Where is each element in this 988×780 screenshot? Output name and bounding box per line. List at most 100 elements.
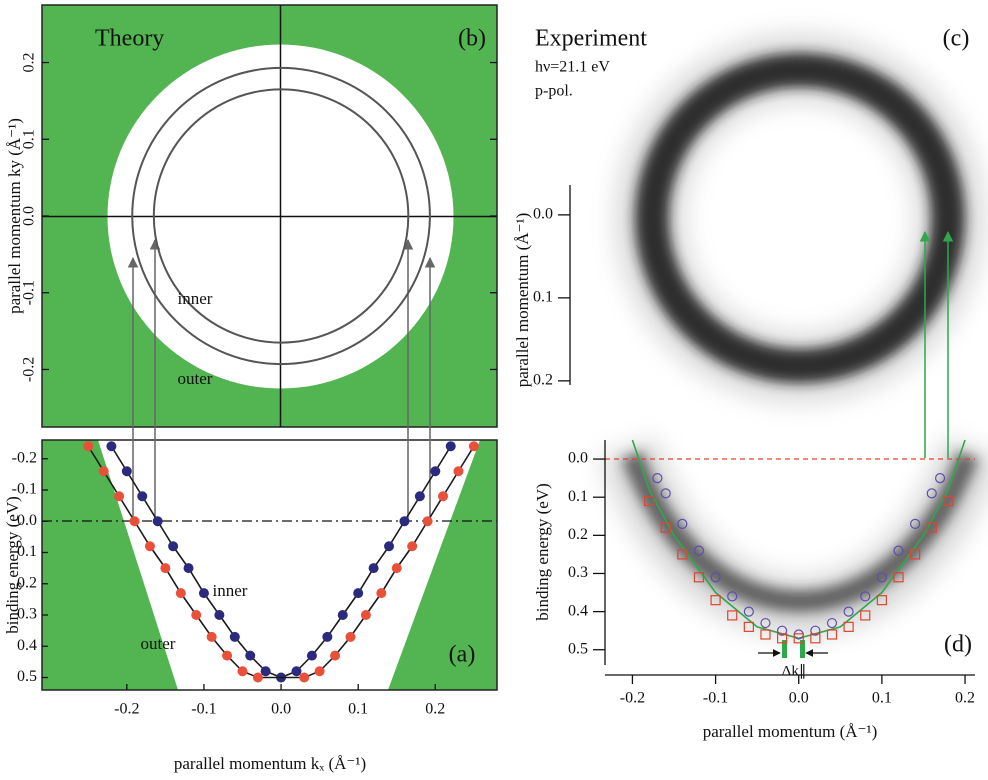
band-contour <box>152 88 410 344</box>
y-tick-label: 0.0 <box>533 206 553 223</box>
data-point <box>910 518 921 529</box>
width-bar <box>800 640 805 658</box>
data-point <box>245 650 256 661</box>
data-point <box>760 629 771 640</box>
data-point <box>414 491 425 502</box>
x-tick-label: 0.0 <box>271 701 291 718</box>
data-point <box>360 610 371 620</box>
data-point <box>793 633 804 644</box>
x-tick-label: 0.0 <box>789 690 809 707</box>
panel-title: Experiment <box>535 26 647 52</box>
data-point <box>144 541 155 552</box>
y-tick-label: 0.5 <box>17 668 37 685</box>
data-point <box>926 522 937 533</box>
data-point <box>468 441 479 452</box>
data-point <box>306 650 317 661</box>
data-point <box>860 610 871 621</box>
y-tick-label: 0.4 <box>568 602 588 619</box>
ring-image <box>635 53 965 383</box>
y-tick-label: 0.5 <box>568 640 588 657</box>
band-name: inner <box>213 581 248 600</box>
data-point <box>291 666 302 677</box>
data-point <box>727 591 738 602</box>
data-point <box>137 491 148 502</box>
data-point <box>175 588 186 599</box>
data-point <box>337 610 348 620</box>
data-point <box>129 516 140 527</box>
data-point <box>643 495 655 507</box>
data-point <box>260 666 271 677</box>
data-point <box>438 491 449 502</box>
x-tick-label: 0.2 <box>425 701 445 718</box>
band-name: outer <box>178 369 213 388</box>
data-point <box>168 541 179 552</box>
data-point <box>391 563 402 574</box>
panel-title: Theory <box>95 26 164 52</box>
data-point <box>810 625 821 636</box>
y-tick-label: 0.2 <box>568 526 588 543</box>
data-point <box>229 631 240 642</box>
data-point <box>876 595 887 606</box>
x-tick-label: -0.1 <box>191 701 216 718</box>
data-point <box>826 617 838 629</box>
x-tick-label: 0.1 <box>872 690 892 707</box>
y-tick-label: 0.2 <box>17 574 37 591</box>
y-tick-label: 0.4 <box>17 637 37 654</box>
frame <box>41 439 498 691</box>
y-tick-label: -0.1 <box>21 280 38 305</box>
data-point <box>191 610 202 620</box>
y-tick-label: -0.1 <box>12 481 37 498</box>
data-point <box>810 633 821 644</box>
data-point <box>943 495 954 507</box>
data-point <box>693 572 705 583</box>
data-point <box>893 545 904 556</box>
data-point <box>934 473 946 484</box>
data-point <box>710 595 721 606</box>
data-point <box>183 563 194 574</box>
data-point <box>422 516 433 527</box>
data-point <box>843 606 854 617</box>
y-tick-label: 0.0 <box>568 450 588 467</box>
subtitle: hν=21.1 eV <box>535 59 610 76</box>
data-point <box>453 466 464 477</box>
panel-label: (c) <box>943 26 970 52</box>
data-point <box>910 549 921 560</box>
panel-label: (b) <box>458 26 486 52</box>
x-tick-label: -0.1 <box>703 690 728 707</box>
data-point <box>252 672 263 683</box>
y-tick-label: 0.0 <box>21 206 38 226</box>
data-point <box>727 610 738 621</box>
data-point <box>777 633 788 644</box>
x-tick-label: 0.1 <box>348 701 368 718</box>
dispersion-line <box>631 439 966 640</box>
data-point <box>743 621 754 632</box>
data-point <box>677 518 688 529</box>
data-point <box>399 516 410 527</box>
data-point <box>299 672 310 683</box>
y-tick-label: 0.3 <box>17 606 37 623</box>
data-point <box>330 650 341 661</box>
data-point <box>843 621 854 632</box>
data-point <box>368 563 379 574</box>
data-point <box>376 588 387 599</box>
band-name: outer <box>141 634 176 653</box>
data-point <box>893 572 904 583</box>
data-point <box>198 588 209 599</box>
y-tick-label: 0.1 <box>17 543 37 560</box>
data-point <box>710 572 721 583</box>
data-point <box>314 666 325 677</box>
data-point <box>760 617 771 629</box>
band-contour <box>131 66 431 366</box>
note: p-pol. <box>535 83 573 100</box>
y-tick-label: 0.2 <box>533 372 553 389</box>
y-tick-label: 0.0 <box>17 512 37 529</box>
green-region <box>42 440 178 690</box>
x-axis-label: parallel momentum kₓ (Å⁻¹) <box>174 754 366 773</box>
y-axis-label: parallel momentum (Å⁻¹) <box>513 213 532 388</box>
data-point <box>677 549 688 560</box>
data-point <box>214 610 225 620</box>
panel-label: (d) <box>944 632 972 658</box>
data-point <box>106 441 117 452</box>
